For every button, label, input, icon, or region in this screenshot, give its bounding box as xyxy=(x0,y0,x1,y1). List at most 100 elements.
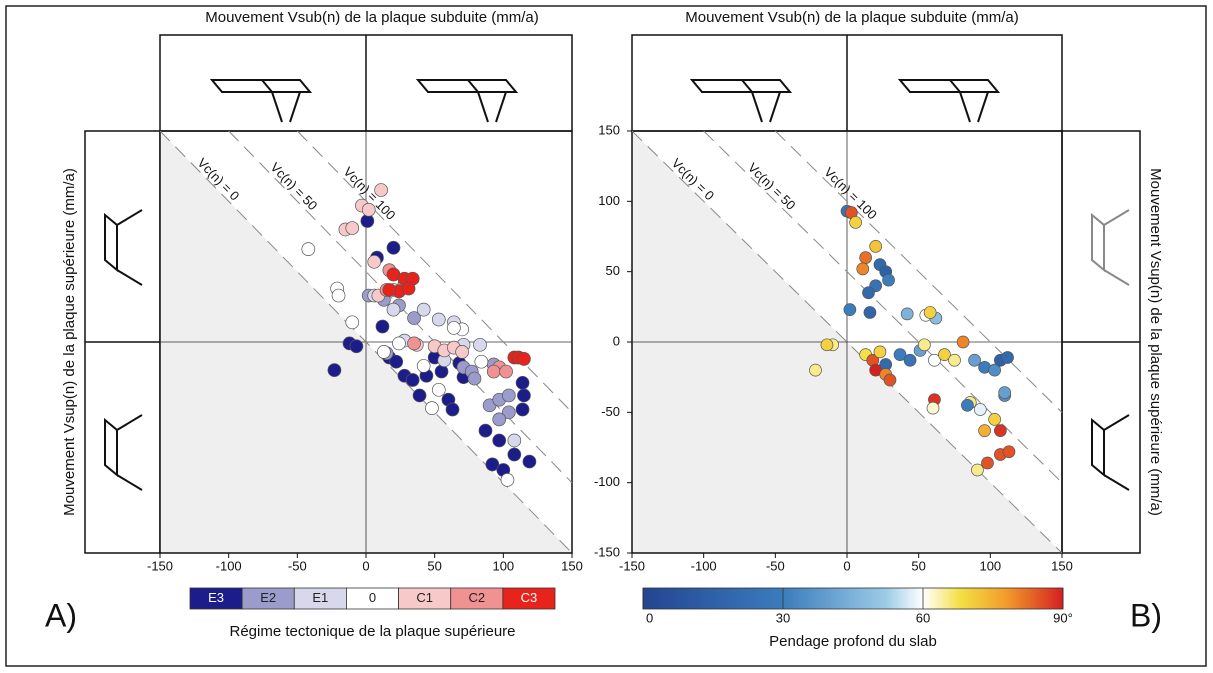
point xyxy=(367,254,382,269)
point xyxy=(859,251,872,264)
point xyxy=(994,424,1007,437)
point xyxy=(416,359,431,373)
point xyxy=(926,401,940,415)
point xyxy=(918,338,931,352)
point xyxy=(345,221,360,235)
point xyxy=(375,319,390,334)
point xyxy=(447,321,461,335)
y-tick-label: 100 xyxy=(598,193,620,208)
icon xyxy=(209,79,313,123)
legend-label: C2 xyxy=(468,590,485,605)
point xyxy=(988,413,1001,426)
x-tick-label: -100 xyxy=(216,558,242,573)
point xyxy=(849,216,862,229)
colorbar-title: Pendage profond du slab xyxy=(769,633,937,650)
x-tick-label: 150 xyxy=(1051,558,1073,573)
x-tick-label: 50 xyxy=(911,558,925,573)
point xyxy=(968,353,981,367)
vc-line xyxy=(631,130,1063,554)
legend-swatch xyxy=(502,587,556,610)
x-tick-label: 100 xyxy=(492,558,514,573)
point xyxy=(405,373,420,387)
y-tick-label: -50 xyxy=(601,404,620,419)
point xyxy=(517,352,531,366)
point xyxy=(501,388,516,403)
point xyxy=(377,344,391,359)
icon xyxy=(104,414,143,491)
point xyxy=(327,363,342,377)
colorbar-tick-label: 30 xyxy=(776,610,790,625)
point xyxy=(361,202,376,217)
point xyxy=(900,307,914,321)
y-axis-title: Mouvement Vsup(n) de la plaque supérieur… xyxy=(1147,168,1164,516)
point xyxy=(948,353,961,367)
icons xyxy=(104,79,1130,491)
point xyxy=(301,242,316,257)
y-axis-title: Mouvement Vsup(n) de la plaque supérieur… xyxy=(61,168,78,516)
point xyxy=(809,363,822,377)
point xyxy=(474,354,489,369)
point xyxy=(455,344,469,359)
legend-label: 0 xyxy=(369,590,376,605)
point xyxy=(331,288,346,303)
point xyxy=(485,457,500,472)
x-tick-label: -150 xyxy=(619,558,645,573)
point xyxy=(473,337,487,352)
point xyxy=(416,302,431,317)
colorbar-tick-label: 0 xyxy=(646,610,653,625)
point xyxy=(345,315,360,330)
y-tick-label: -150 xyxy=(594,544,620,559)
point xyxy=(478,423,493,438)
y-tick-label: 50 xyxy=(606,263,620,278)
x-tick-label: 50 xyxy=(427,558,441,573)
vc-line xyxy=(774,130,1063,413)
point xyxy=(873,345,887,359)
point xyxy=(856,262,870,276)
point xyxy=(862,286,875,300)
point xyxy=(434,364,449,379)
icon xyxy=(415,79,519,123)
point xyxy=(883,373,897,387)
point xyxy=(407,336,421,351)
x-axis-title: Mouvement Vsub(n) de la plaque subduite … xyxy=(685,9,1019,26)
point xyxy=(500,473,515,487)
x-tick-label: 0 xyxy=(843,558,850,573)
frame xyxy=(5,5,1207,667)
y-tick-label: -100 xyxy=(594,474,620,489)
point xyxy=(923,306,937,319)
point xyxy=(517,388,531,403)
point xyxy=(467,371,482,386)
point xyxy=(499,364,513,379)
point xyxy=(956,335,970,349)
point xyxy=(1002,445,1016,459)
point xyxy=(522,454,537,469)
colorbar-tick-label: 60 xyxy=(916,610,930,625)
vc-label: Vc(n) = 50 xyxy=(268,160,321,214)
point xyxy=(981,456,994,470)
x-tick-label: 0 xyxy=(362,558,369,573)
point xyxy=(425,401,439,415)
legend-title: Régime tectonique de la plaque supérieur… xyxy=(229,623,515,640)
vc-label: Vc(n) = 50 xyxy=(745,160,799,213)
point xyxy=(431,312,446,327)
point xyxy=(407,311,421,325)
icon xyxy=(1091,209,1130,286)
icon xyxy=(897,79,1001,123)
point xyxy=(515,402,530,417)
point xyxy=(903,353,917,367)
colorbar xyxy=(642,587,1064,610)
point xyxy=(882,273,895,287)
point xyxy=(973,403,987,416)
point xyxy=(863,306,877,319)
icon xyxy=(689,79,793,123)
vc-line xyxy=(703,130,1063,484)
colorbar-tick-label: 90° xyxy=(1053,610,1073,625)
point xyxy=(445,402,460,417)
point xyxy=(486,364,501,379)
legend-label: E3 xyxy=(208,590,224,605)
legend-label: C3 xyxy=(521,590,538,605)
x-tick-label: 100 xyxy=(979,558,1001,573)
point xyxy=(382,283,397,297)
point xyxy=(507,433,522,448)
